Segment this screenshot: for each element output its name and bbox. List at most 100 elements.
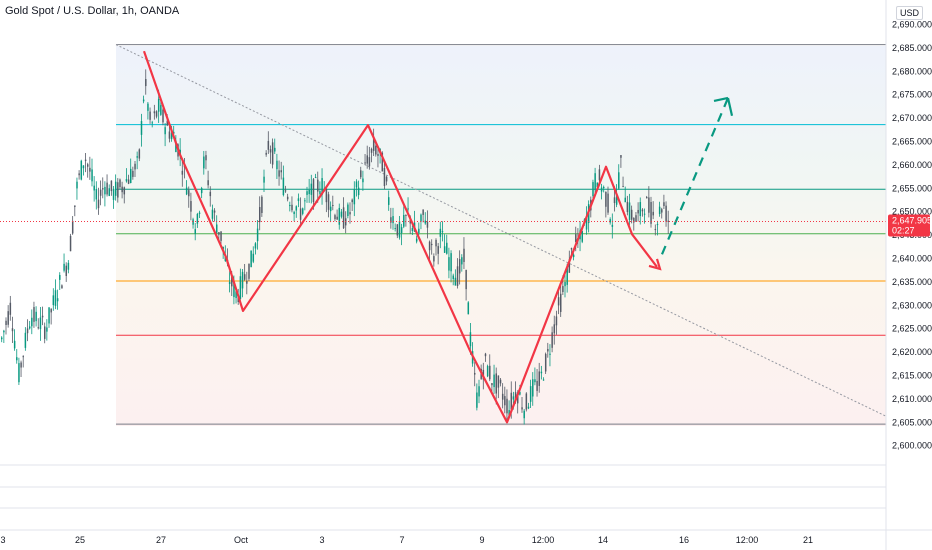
candle-body [555, 316, 558, 326]
candle-body [145, 79, 147, 87]
candle-body [22, 356, 24, 358]
candle-body [18, 363, 20, 383]
candle-body [360, 170, 362, 178]
candle-body [259, 207, 261, 223]
candle-body [334, 215, 336, 220]
candle-body [635, 215, 637, 222]
candle-body [667, 220, 669, 222]
candle-body [512, 396, 515, 400]
candle-body [67, 262, 70, 270]
candle-body [618, 172, 620, 189]
price-tag-value: 2,647.905 [892, 216, 932, 226]
candle-body [71, 220, 74, 234]
candle-body [147, 103, 149, 111]
candle-body [76, 181, 78, 189]
candle-body [351, 199, 353, 203]
candle-body [39, 317, 42, 330]
candle-body [209, 191, 212, 197]
candle-body [239, 276, 242, 300]
candle-body [658, 206, 661, 214]
candle-body [286, 196, 289, 200]
candle-body [467, 302, 470, 315]
candle-body [7, 311, 9, 325]
candle-body [637, 209, 639, 214]
candle-body [654, 229, 657, 231]
candle-body [228, 281, 231, 284]
price-tick-label: 2,615.000 [892, 371, 932, 381]
candle-body [33, 307, 35, 322]
candle-body [628, 202, 631, 220]
candle-body [50, 309, 52, 313]
candle-body [517, 392, 519, 404]
candle-body [250, 250, 252, 268]
candle-body [114, 181, 117, 196]
candle-body [340, 211, 343, 217]
time-tick-label: Oct [234, 535, 249, 545]
candle-body [435, 239, 437, 247]
candle-body [91, 169, 93, 182]
candle-body [130, 168, 132, 183]
candle-body [26, 328, 29, 334]
candle-body [306, 191, 308, 195]
candle-body [422, 209, 424, 215]
candle-body [117, 182, 119, 198]
candle-body [656, 224, 659, 226]
candle-body [97, 199, 100, 209]
candle-body [663, 202, 665, 207]
candle-body [20, 362, 22, 368]
price-axis[interactable]: 2,600.000 2,605.000 2,610.000 2,615.000 2,62… [892, 20, 932, 451]
candle-body [65, 265, 67, 277]
candle-body [274, 147, 276, 152]
projection-segment [660, 97, 730, 255]
candle-body [529, 386, 532, 402]
candle-body [297, 198, 300, 202]
candle-body [119, 179, 121, 188]
candle-body [491, 383, 493, 386]
candle-body [269, 149, 272, 153]
candle-body [61, 285, 63, 289]
price-tick-label: 2,625.000 [892, 324, 932, 334]
candle-body [426, 221, 429, 228]
currency-label[interactable]: USD [896, 6, 924, 20]
candle-body [222, 246, 224, 250]
candle-body [611, 224, 614, 227]
candle-body [233, 282, 235, 298]
candle-body [504, 396, 506, 406]
candle-body [521, 407, 523, 410]
candle-body [622, 186, 624, 188]
candle-body [486, 365, 489, 377]
candle-body [469, 332, 472, 347]
price-tick-label: 2,655.000 [892, 183, 932, 193]
projection-arrowhead [713, 96, 729, 103]
candle-body [633, 217, 635, 223]
candle-body [9, 302, 12, 315]
candle-body [510, 392, 513, 410]
candle-body [48, 307, 50, 324]
candle-body [392, 216, 394, 224]
candle-body [446, 242, 448, 254]
price-tick-label: 2,670.000 [892, 113, 932, 123]
price-tag-box [888, 214, 930, 237]
candle-body [592, 182, 594, 197]
candle-body [562, 286, 564, 293]
candle-body [185, 187, 188, 195]
candle-body [104, 186, 106, 195]
candle-body [319, 191, 321, 194]
candle-body [450, 253, 452, 272]
chart-title: Gold Spot / U.S. Dollar, 1h, OANDA [5, 5, 180, 17]
candle-body [310, 183, 313, 195]
candle-body [501, 393, 504, 400]
candle-body [338, 207, 341, 225]
candle-body [321, 178, 323, 196]
time-axis[interactable]: 3 25 27 Oct 3 7 9 12:00 14 16 12:00 21 [0, 535, 813, 545]
candle-body [304, 200, 306, 202]
candle-body [291, 204, 293, 211]
candle-body [652, 211, 654, 216]
candle-body [220, 231, 222, 241]
candle-body [336, 216, 338, 220]
fib-band [116, 46, 886, 426]
candle-body [110, 180, 113, 192]
candle-body [198, 212, 201, 215]
candle-body [353, 188, 356, 205]
